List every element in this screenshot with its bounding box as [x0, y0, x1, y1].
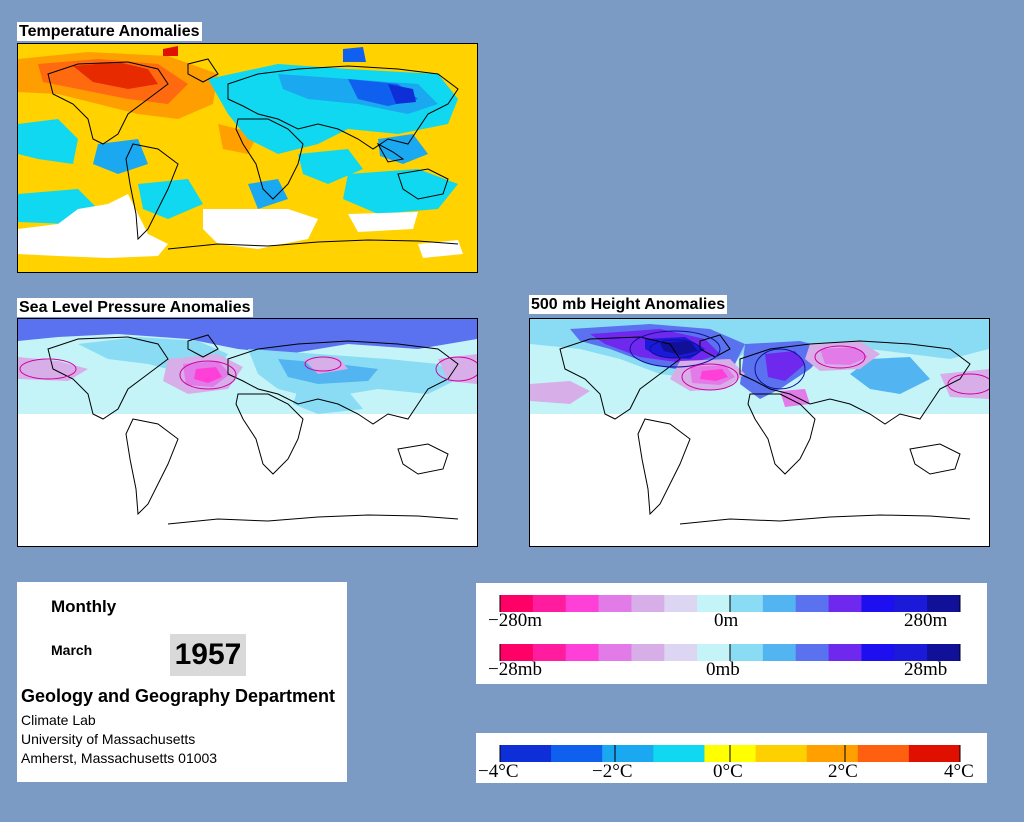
lab-name: Climate Lab — [21, 712, 96, 728]
temperature-map-title: Temperature Anomalies — [17, 22, 202, 41]
month-label: March — [51, 642, 93, 658]
height-legend-min: −280m — [488, 610, 542, 631]
pressure-bar-swatch — [795, 644, 830, 661]
height-bar-swatch — [828, 595, 862, 612]
university-name: University of Massachusetts — [21, 731, 196, 747]
slp-map-canvas — [18, 319, 477, 546]
height-bar-swatch — [894, 595, 928, 612]
pressure-bar-swatch — [598, 644, 632, 661]
department-name: Geology and Geography Department — [21, 686, 336, 706]
pressure-color-bar — [499, 644, 961, 661]
pressure-bar-swatch — [664, 644, 698, 661]
pressure-bar-swatch — [565, 644, 600, 661]
year-display: 1957 — [170, 634, 246, 676]
pressure-bar-swatch — [927, 644, 961, 661]
temperature-color-bar — [499, 745, 961, 762]
height-bar-swatch — [565, 595, 600, 612]
temperature-legend-plus4: 4°C — [944, 761, 974, 782]
pressure-bar-swatch — [631, 644, 665, 661]
pressure-legend-max: 28mb — [904, 659, 948, 680]
slp-map-title: Sea Level Pressure Anomalies — [17, 298, 253, 317]
temperature-bar-swatch — [755, 745, 808, 762]
temperature-bar-swatch — [857, 745, 910, 762]
pressure-bar-swatch — [894, 644, 928, 661]
anomaly-legend: −280m 0m 280m −28mb 0mb 28mb — [476, 583, 987, 684]
temperature-bar-swatch — [500, 745, 552, 762]
pressure-bar-swatch — [532, 644, 567, 661]
pressure-legend-min: −28mb — [488, 659, 542, 680]
height-bar-swatch — [500, 595, 534, 612]
pressure-legend-mid: 0mb — [706, 659, 740, 680]
temperature-map-canvas — [18, 44, 477, 272]
temperature-bar-swatch — [551, 745, 603, 762]
temperature-legend-bars — [499, 745, 961, 762]
height-bar-swatch — [631, 595, 665, 612]
height-bar-swatch — [664, 595, 698, 612]
temperature-bar-swatch — [602, 745, 654, 762]
height-anomaly-map — [529, 318, 990, 547]
temperature-legend-minus2: −2°C — [592, 761, 633, 782]
height-bar-swatch — [762, 595, 797, 612]
pressure-bar-swatch — [697, 644, 731, 661]
height-legend-max: 280m — [904, 610, 948, 631]
temperature-legend-zero: 0°C — [713, 761, 743, 782]
height-legend-mid: 0m — [714, 610, 739, 631]
temperature-legend-plus2: 2°C — [828, 761, 858, 782]
temperature-legend-minus4: −4°C — [478, 761, 519, 782]
pressure-bar-swatch — [762, 644, 797, 661]
height-bar-swatch — [697, 595, 731, 612]
temperature-bar-swatch — [653, 745, 705, 762]
height-bar-swatch — [795, 595, 830, 612]
height-color-bar — [499, 595, 961, 612]
height-bar-swatch — [730, 595, 764, 612]
height-bar-swatch — [861, 595, 895, 612]
period-label: Monthly — [51, 597, 117, 616]
height-map-canvas — [530, 319, 989, 546]
height-bar-swatch — [927, 595, 961, 612]
pressure-bar-swatch — [500, 644, 534, 661]
temperature-bar-swatch — [806, 745, 859, 762]
height-bar-swatch — [598, 595, 632, 612]
anomaly-legend-bars — [499, 595, 961, 661]
height-bar-swatch — [532, 595, 567, 612]
temperature-bar-swatch — [908, 745, 961, 762]
height-map-title: 500 mb Height Anomalies — [529, 295, 728, 314]
temperature-anomaly-map — [17, 43, 478, 273]
pressure-bar-swatch — [730, 644, 764, 661]
temperature-legend: −4°C −2°C 0°C 2°C 4°C — [476, 733, 987, 783]
address-line: Amherst, Massachusetts 01003 — [21, 750, 218, 766]
pressure-bar-swatch — [828, 644, 862, 661]
slp-anomaly-map — [17, 318, 478, 547]
info-panel: Monthly March 1957 Geology and Geography… — [17, 582, 347, 782]
pressure-bar-swatch — [861, 644, 895, 661]
